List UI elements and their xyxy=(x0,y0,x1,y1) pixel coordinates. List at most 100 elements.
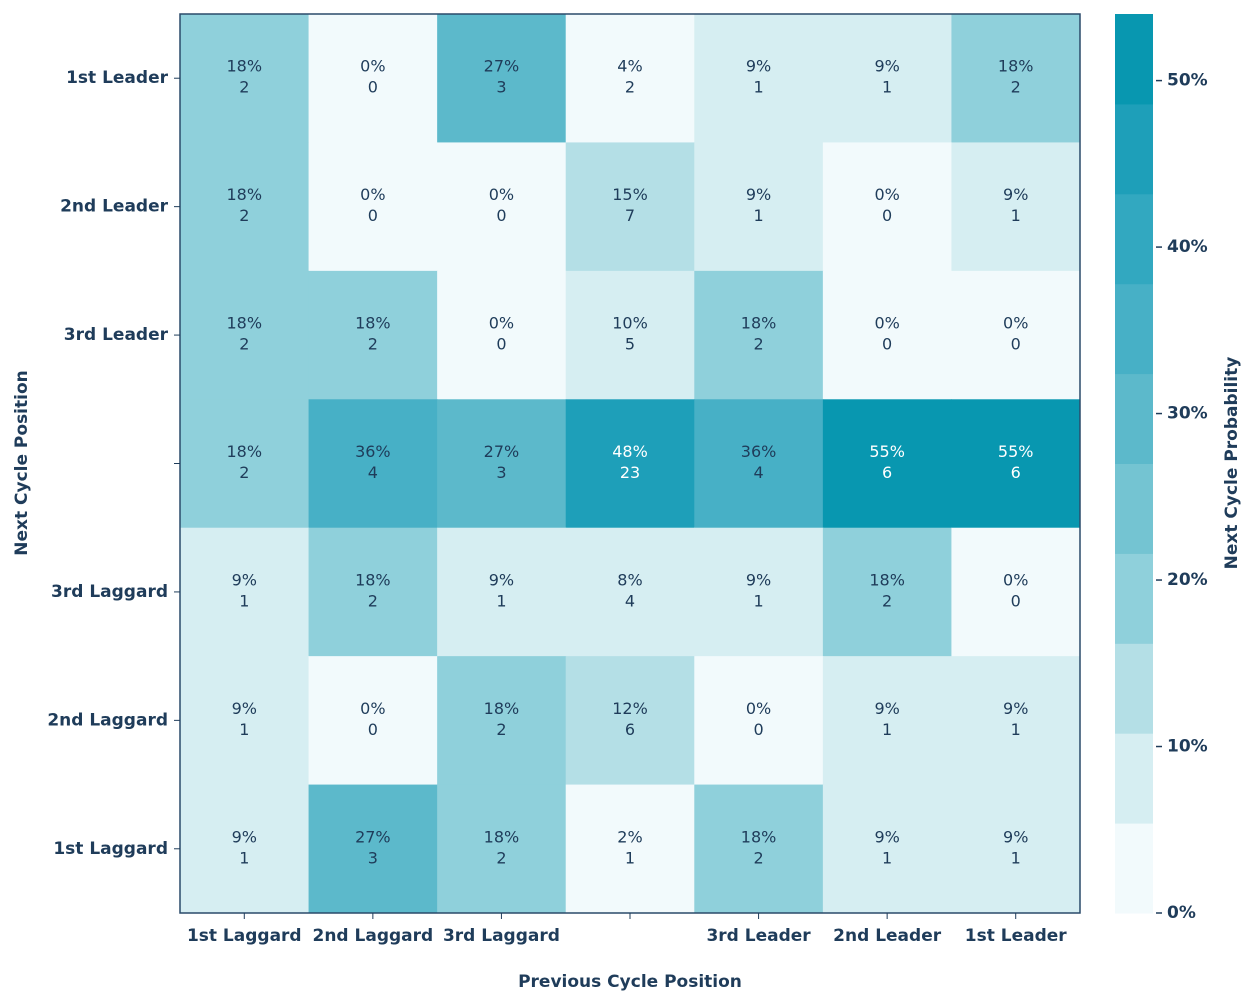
colorbar-band xyxy=(1115,193,1153,285)
cell-count: 2 xyxy=(368,591,378,610)
cell-percent: 0% xyxy=(1003,314,1028,333)
cell-count: 1 xyxy=(239,720,249,739)
cell-percent: 48% xyxy=(612,442,648,461)
cell-count: 2 xyxy=(368,335,378,354)
cell-count: 1 xyxy=(753,206,763,225)
cell-count: 1 xyxy=(753,591,763,610)
y-tick-label: 3rd Leader xyxy=(64,325,169,345)
cell-percent: 0% xyxy=(360,57,385,76)
cell-percent: 8% xyxy=(617,570,642,589)
cell-percent: 9% xyxy=(232,827,257,846)
cell-count: 0 xyxy=(882,206,892,225)
heatmap-cell xyxy=(694,14,824,143)
heatmap-cell xyxy=(694,399,824,529)
heatmap-cell xyxy=(951,656,1081,786)
cell-percent: 18% xyxy=(227,442,263,461)
heatmap-cell xyxy=(822,270,952,400)
heatmap-cell xyxy=(694,142,824,272)
cell-count: 23 xyxy=(620,463,640,482)
x-tick-label: 3rd Leader xyxy=(706,926,811,946)
colorbar-band xyxy=(1115,14,1153,105)
cell-count: 2 xyxy=(239,206,249,225)
cell-count: 4 xyxy=(753,463,763,482)
cell-percent: 36% xyxy=(355,442,391,461)
heatmap-cell xyxy=(565,270,695,400)
cell-percent: 4% xyxy=(617,57,642,76)
colorbar-tick-label: 30% xyxy=(1167,404,1208,424)
cell-percent: 18% xyxy=(741,827,777,846)
cell-percent: 9% xyxy=(874,57,899,76)
heatmap-cell xyxy=(180,784,310,914)
y-tick-label: 2nd Laggard xyxy=(47,710,168,730)
cell-count: 1 xyxy=(882,848,892,867)
cell-percent: 0% xyxy=(360,185,385,204)
cell-count: 2 xyxy=(1011,78,1021,97)
cell-percent: 0% xyxy=(874,185,899,204)
colorbar-band xyxy=(1115,283,1153,375)
cell-percent: 9% xyxy=(232,570,257,589)
cell-percent: 27% xyxy=(355,827,391,846)
cell-percent: 9% xyxy=(1003,699,1028,718)
cell-percent: 2% xyxy=(617,827,642,846)
cell-percent: 9% xyxy=(232,699,257,718)
heatmap-cell xyxy=(951,142,1081,272)
cell-count: 1 xyxy=(1011,206,1021,225)
cell-percent: 55% xyxy=(869,442,905,461)
x-tick-label: 1st Laggard xyxy=(187,926,302,946)
cell-percent: 9% xyxy=(874,699,899,718)
x-axis-label: Previous Cycle Position xyxy=(518,972,742,992)
cell-percent: 15% xyxy=(612,185,648,204)
cell-count: 1 xyxy=(1011,848,1021,867)
cell-count: 0 xyxy=(1011,591,1021,610)
cell-percent: 18% xyxy=(355,570,391,589)
cell-percent: 27% xyxy=(484,57,520,76)
colorbar-band xyxy=(1115,553,1153,644)
cell-count: 7 xyxy=(625,206,635,225)
colorbar-band xyxy=(1115,733,1153,824)
cell-count: 6 xyxy=(1011,463,1021,482)
cell-count: 0 xyxy=(1011,335,1021,354)
cell-percent: 18% xyxy=(227,185,263,204)
cell-count: 4 xyxy=(625,591,635,610)
heatmap-cell xyxy=(180,142,310,272)
heatmap-cell xyxy=(308,270,438,400)
cell-percent: 18% xyxy=(741,314,777,333)
y-tick-label: 1st Leader xyxy=(66,68,169,88)
heatmap-cell xyxy=(951,14,1081,143)
cell-count: 2 xyxy=(753,335,763,354)
heatmap-cell xyxy=(437,142,567,272)
colorbar-band xyxy=(1115,463,1153,554)
cell-percent: 55% xyxy=(998,442,1034,461)
cell-count: 3 xyxy=(496,78,506,97)
heatmap-cell xyxy=(308,784,438,914)
cell-count: 6 xyxy=(625,720,635,739)
y-tick-label: 2nd Leader xyxy=(60,197,169,217)
heatmap-cell xyxy=(951,527,1081,657)
heatmap-cell xyxy=(180,656,310,786)
cell-count: 2 xyxy=(239,78,249,97)
x-tick-label: 2nd Leader xyxy=(833,926,942,946)
colorbar-tick-label: 10% xyxy=(1167,737,1208,757)
cell-percent: 18% xyxy=(227,314,263,333)
heatmap-cell xyxy=(308,527,438,657)
cell-percent: 36% xyxy=(741,442,777,461)
heatmap-cell xyxy=(308,399,438,529)
heatmap-cell xyxy=(437,399,567,529)
heatmap-cell xyxy=(565,399,695,529)
heatmap-cell xyxy=(437,784,567,914)
colorbar-tick-label: 0% xyxy=(1167,903,1196,923)
x-tick-label: 2nd Laggard xyxy=(313,926,434,946)
cell-percent: 9% xyxy=(746,570,771,589)
cell-percent: 9% xyxy=(1003,185,1028,204)
heatmap-cell xyxy=(180,399,310,529)
heatmap-cell xyxy=(694,270,824,400)
heatmap-cell xyxy=(822,142,952,272)
cell-percent: 27% xyxy=(484,442,520,461)
cell-count: 0 xyxy=(882,335,892,354)
y-tick-label: 3rd Laggard xyxy=(51,582,168,602)
heatmap-cell xyxy=(180,527,310,657)
heatmap-cell xyxy=(822,14,952,143)
heatmap-cell xyxy=(565,784,695,914)
heatmap-cell xyxy=(180,14,310,143)
heatmap-cell xyxy=(308,656,438,786)
